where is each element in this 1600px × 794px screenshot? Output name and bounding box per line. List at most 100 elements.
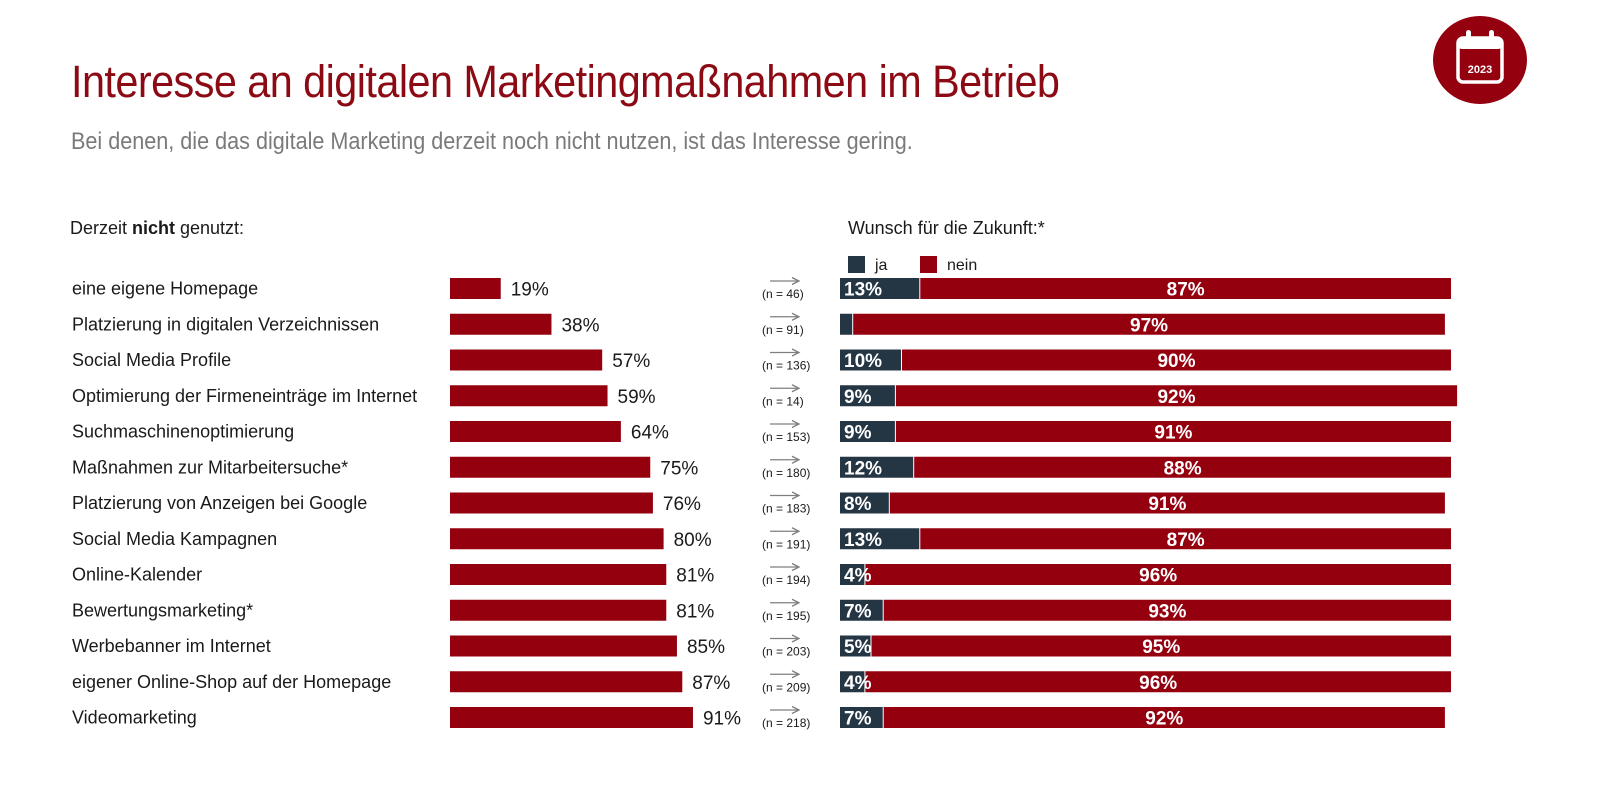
sample-size-label: (n = 153) xyxy=(762,430,810,444)
calendar-badge: 2023 xyxy=(1433,16,1527,104)
future-nein-label: 97% xyxy=(1130,315,1168,336)
arrow-head-icon xyxy=(791,276,801,286)
future-nein-segment xyxy=(902,349,1451,371)
not-used-bar xyxy=(450,671,683,693)
future-ja-segment xyxy=(840,635,871,657)
future-ja-label: 10% xyxy=(844,351,882,372)
future-ja-label: 9% xyxy=(844,387,872,408)
legend-swatch-ja xyxy=(848,256,865,273)
not-used-value-label: 81% xyxy=(676,601,714,622)
badge-year: 2023 xyxy=(1468,64,1492,76)
future-nein-segment xyxy=(865,564,1451,585)
future-nein-label: 87% xyxy=(1167,530,1205,551)
future-nein-label: 95% xyxy=(1142,637,1180,658)
not-used-bar xyxy=(450,564,667,585)
future-ja-label: 13% xyxy=(844,530,882,551)
future-ja-label: 5% xyxy=(844,637,872,658)
not-used-value-label: 59% xyxy=(618,387,656,408)
future-ja-segment xyxy=(840,671,865,693)
calendar-ring-left xyxy=(1466,30,1471,43)
not-used-bar xyxy=(450,528,664,550)
right-chart-title: Wunsch für die Zukunft:* xyxy=(848,218,1045,238)
future-ja-label: 9% xyxy=(844,423,872,444)
sample-size-label: (n = 209) xyxy=(762,680,810,694)
not-used-value-label: 80% xyxy=(674,530,712,551)
arrow-head-icon xyxy=(791,419,801,429)
not-used-bar xyxy=(450,313,552,335)
future-ja-segment xyxy=(840,456,914,478)
legend-swatch-nein xyxy=(920,256,937,273)
not-used-bar xyxy=(450,635,677,657)
not-used-value-label: 87% xyxy=(692,673,730,694)
category-label: Videomarketing xyxy=(72,708,197,728)
not-used-bar xyxy=(450,421,621,442)
future-nein-label: 92% xyxy=(1157,387,1195,408)
sample-size-label: (n = 46) xyxy=(762,287,804,301)
category-label: Optimierung der Firmeneinträge im Intern… xyxy=(72,386,417,406)
sample-size-label: (n = 194) xyxy=(762,573,810,587)
arrow-head-icon xyxy=(791,455,801,464)
future-ja-segment xyxy=(840,528,920,550)
future-nein-segment xyxy=(871,635,1451,657)
future-nein-segment xyxy=(883,707,1445,728)
future-nein-segment xyxy=(914,456,1451,478)
future-nein-segment xyxy=(883,599,1451,621)
arrow-head-icon xyxy=(791,634,801,643)
future-ja-segment xyxy=(840,278,920,299)
calendar-ring-right xyxy=(1489,30,1494,43)
future-ja-segment xyxy=(840,707,883,728)
future-nein-segment xyxy=(895,385,1458,407)
not-used-bar xyxy=(450,707,693,728)
future-nein-label: 92% xyxy=(1145,709,1183,730)
left-chart-title-part-2: nicht xyxy=(132,218,175,238)
page-title: Interesse an digitalen Marketingmaßnahme… xyxy=(71,56,1060,107)
arrow-head-icon xyxy=(791,348,801,357)
future-ja-label: 12% xyxy=(844,458,882,479)
future-nein-label: 91% xyxy=(1148,494,1186,515)
calendar-icon: 2023 xyxy=(1456,30,1504,84)
category-label: Maßnahmen zur Mitarbeitersuche* xyxy=(72,457,348,477)
left-chart-title-part-1: Derzeit xyxy=(70,218,132,238)
not-used-value-label: 85% xyxy=(687,637,725,658)
arrow-head-icon xyxy=(791,562,801,572)
category-label: Social Media Profile xyxy=(72,350,231,370)
sample-size-label: (n = 180) xyxy=(762,466,810,480)
chart-rows: eine eigene Homepage 19% (n = 46) 13% 87% Pla… xyxy=(72,276,1458,730)
future-nein-segment xyxy=(853,313,1445,335)
page-subtitle: Bei denen, die das digitale Marketing de… xyxy=(71,128,913,155)
not-used-value-label: 19% xyxy=(511,280,549,301)
sample-size-label: (n = 203) xyxy=(762,645,810,659)
category-label: eigener Online-Shop auf der Homepage xyxy=(72,672,391,692)
not-used-bar xyxy=(450,385,608,407)
future-nein-label: 90% xyxy=(1157,351,1195,372)
future-ja-label: 8% xyxy=(844,494,872,515)
category-label: Platzierung von Anzeigen bei Google xyxy=(72,493,367,513)
not-used-value-label: 57% xyxy=(612,351,650,372)
not-used-value-label: 64% xyxy=(631,423,669,444)
category-label: Social Media Kampagnen xyxy=(72,529,277,549)
category-label: Online-Kalender xyxy=(72,565,202,585)
future-ja-label: 4% xyxy=(844,673,872,694)
sample-size-label: (n = 195) xyxy=(762,609,810,623)
future-ja-segment xyxy=(840,313,853,335)
not-used-value-label: 91% xyxy=(703,709,741,730)
sample-size-label: (n = 91) xyxy=(762,323,804,337)
future-ja-segment xyxy=(840,349,901,371)
not-used-bar xyxy=(450,349,603,371)
future-nein-segment xyxy=(865,671,1451,693)
not-used-bar xyxy=(450,492,653,514)
future-nein-label: 93% xyxy=(1148,601,1186,622)
future-ja-segment xyxy=(840,492,889,514)
legend-label-ja: ja xyxy=(874,257,888,274)
not-used-bar xyxy=(450,278,501,299)
future-ja-label: 7% xyxy=(844,601,872,622)
arrow-head-icon xyxy=(791,384,801,393)
left-chart-title: Derzeit nicht genutzt: xyxy=(70,218,244,238)
future-nein-label: 88% xyxy=(1164,458,1202,479)
arrow-head-icon xyxy=(791,491,801,500)
not-used-bar xyxy=(450,456,651,478)
future-nein-segment xyxy=(889,492,1445,514)
sample-size-label: (n = 136) xyxy=(762,359,810,373)
future-nein-segment xyxy=(895,421,1451,442)
category-label: eine eigene Homepage xyxy=(72,279,258,299)
